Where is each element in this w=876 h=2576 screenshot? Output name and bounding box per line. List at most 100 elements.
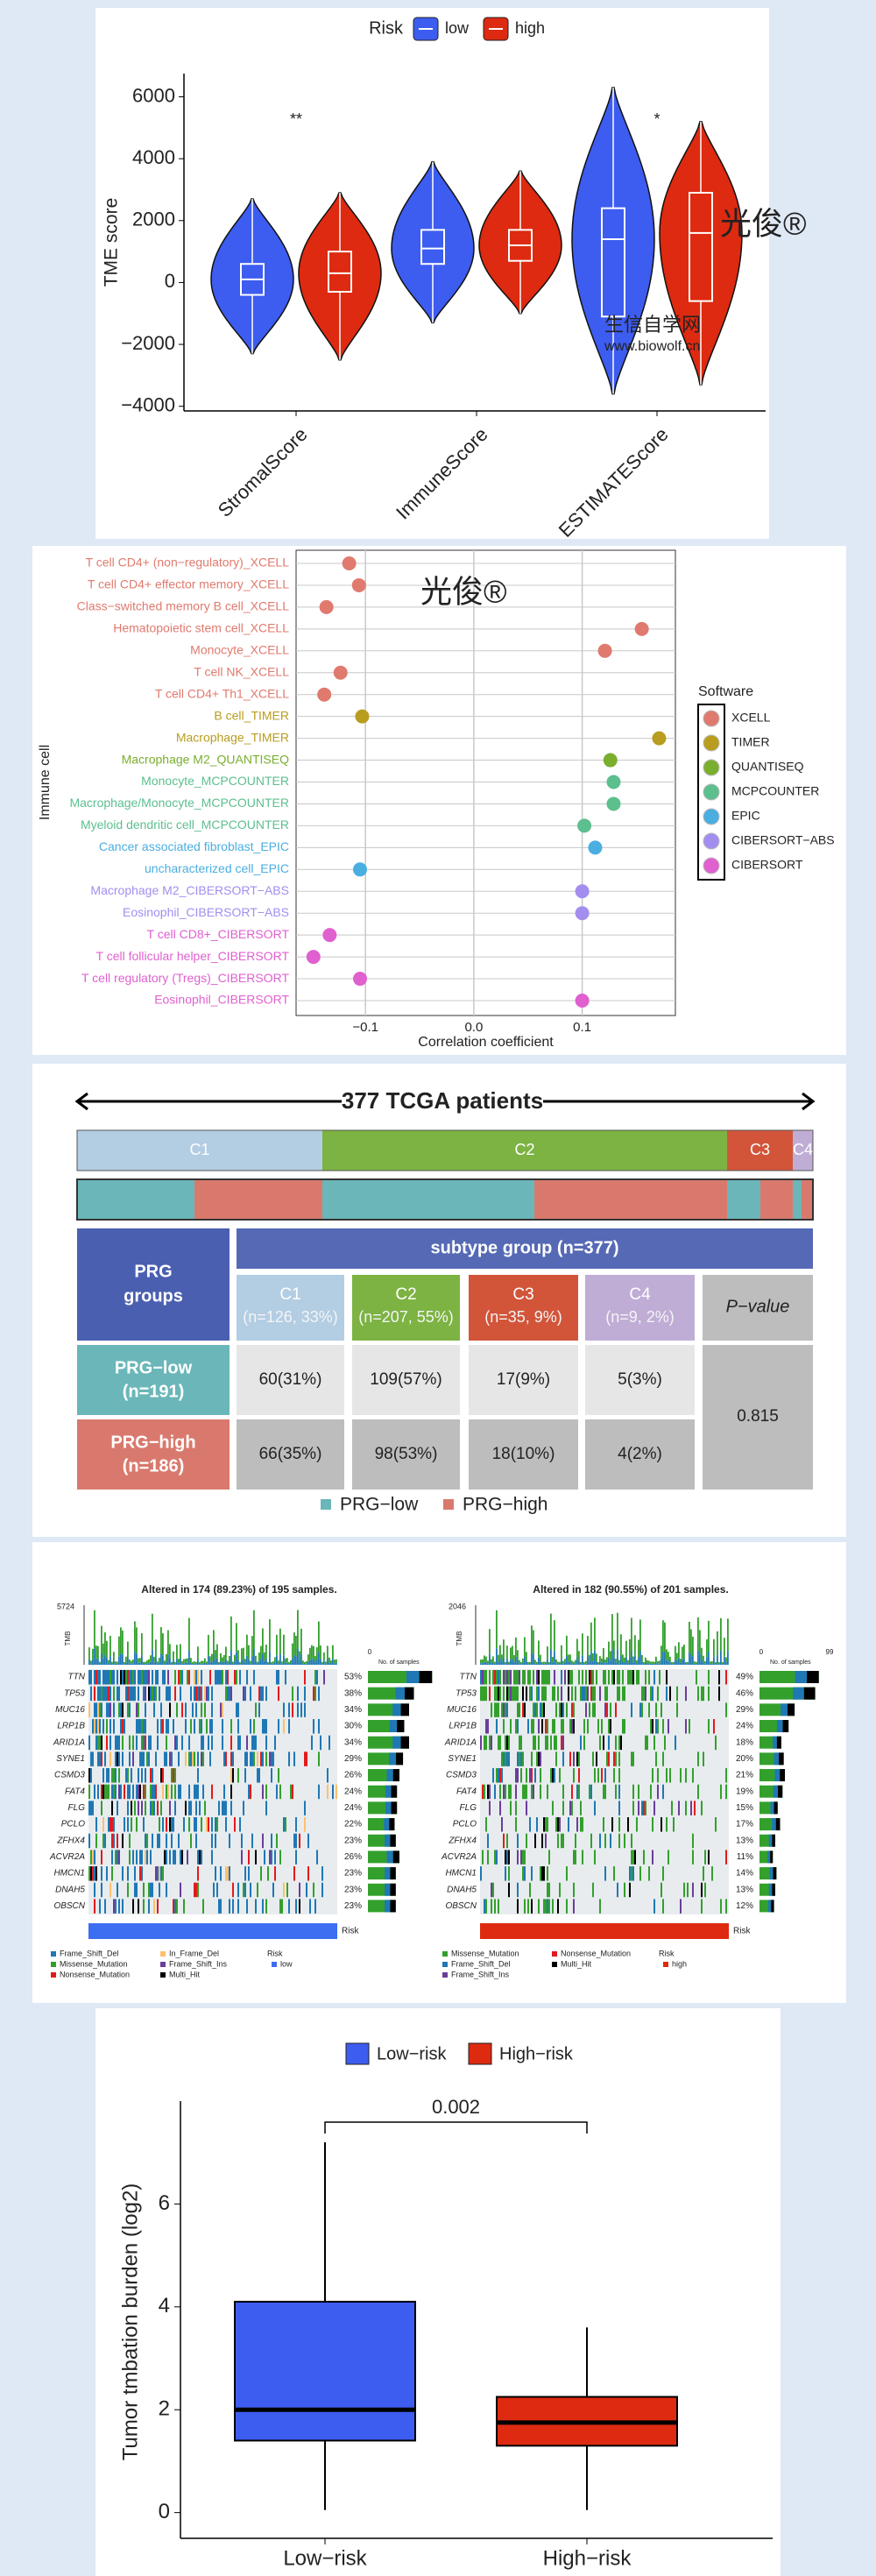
tmb-bar [561, 1659, 562, 1665]
mutation [220, 1670, 222, 1685]
gene-bar [385, 1834, 391, 1847]
mutation [501, 1752, 503, 1766]
mutation [485, 1735, 487, 1751]
mutation [538, 1735, 540, 1751]
tmb-bar [159, 1658, 160, 1663]
mutation [680, 1899, 682, 1914]
tmb-bar [527, 1664, 529, 1665]
legend-label: Frame_Shift_Del [451, 1959, 511, 1968]
legend-label: Low−risk [377, 2044, 447, 2063]
tmb-bar [195, 1661, 197, 1665]
mutation [615, 1784, 617, 1800]
mutation [618, 1768, 620, 1783]
mutation [117, 1850, 118, 1865]
mutation [94, 1686, 95, 1702]
mutation [517, 1702, 519, 1717]
mutation [610, 1702, 611, 1717]
tmb-bar [318, 1652, 320, 1665]
tmb-bar [582, 1655, 583, 1665]
legend-label: Multi_Hit [561, 1959, 592, 1968]
mutation [562, 1833, 564, 1849]
mutation [603, 1784, 604, 1800]
tmb-bar [599, 1656, 601, 1663]
box [234, 2300, 416, 2442]
mutation [480, 1866, 482, 1881]
tmb-bar [164, 1663, 166, 1665]
mutation [206, 1817, 208, 1832]
mutation [608, 1719, 610, 1734]
mutation [622, 1686, 624, 1702]
mutation [496, 1686, 498, 1702]
legend-label: CIBERSORT−ABS [731, 833, 835, 847]
mutation [188, 1784, 190, 1800]
tmb-bar [673, 1664, 675, 1665]
mutation [152, 1784, 153, 1800]
mutation [538, 1686, 540, 1702]
percent: 24% [344, 1803, 362, 1813]
header: groups [124, 1286, 183, 1306]
dot [575, 884, 590, 899]
mutation [292, 1702, 293, 1717]
mutation [508, 1670, 510, 1685]
mutation [566, 1702, 568, 1717]
tmb-bar [634, 1635, 636, 1656]
mutation [244, 1866, 246, 1881]
mutation [480, 1670, 482, 1685]
tmb-bar [711, 1663, 713, 1665]
tmb-bar [250, 1663, 251, 1665]
mutation [645, 1735, 646, 1751]
mutation [173, 1899, 174, 1914]
mutation [629, 1882, 631, 1898]
tmb-bar [230, 1650, 232, 1665]
percent: 12% [736, 1901, 753, 1911]
mutation [645, 1670, 646, 1685]
mutation [97, 1670, 99, 1685]
mutation [118, 1702, 120, 1717]
mutation [580, 1735, 582, 1751]
mutation [304, 1752, 306, 1766]
mutation [596, 1752, 597, 1766]
tmb-bar [559, 1664, 561, 1665]
mutation [145, 1735, 146, 1751]
mutation [188, 1752, 190, 1766]
cluster-label: C2 [514, 1141, 534, 1158]
tmb-bar [636, 1663, 638, 1665]
mutation [148, 1686, 150, 1702]
gene: ACVR2A [49, 1852, 85, 1862]
y-tick-label: Macrophage M2_QUANTISEQ [122, 752, 290, 766]
mutation [313, 1882, 314, 1898]
tmb-bar [652, 1661, 653, 1664]
mutation [652, 1850, 653, 1865]
sample-tick: 0 [759, 1648, 764, 1656]
tmb-bar [222, 1657, 223, 1663]
mutation [494, 1784, 496, 1800]
mutation [545, 1686, 547, 1702]
mutation [522, 1752, 524, 1766]
mutation [118, 1899, 120, 1914]
mutation [88, 1702, 90, 1717]
tmb-bar [120, 1653, 122, 1665]
mutation [99, 1719, 101, 1734]
tmb-bar [720, 1651, 722, 1665]
tmb-bar [318, 1621, 320, 1652]
mutation [225, 1752, 227, 1766]
mutation [145, 1670, 146, 1685]
tmb-bar [536, 1664, 538, 1665]
mutation [267, 1866, 269, 1881]
mutation [505, 1784, 506, 1800]
mutation [624, 1719, 625, 1734]
mutation [111, 1817, 113, 1832]
mutation [269, 1850, 271, 1865]
tmb-bar [325, 1663, 327, 1665]
legend-label: Missense_Mutation [451, 1949, 519, 1957]
legend-key [468, 2042, 492, 2065]
mutation [661, 1702, 662, 1717]
mutation [533, 1670, 534, 1685]
tmb-bar [643, 1664, 645, 1665]
tmb-bar [236, 1623, 237, 1652]
mutation [134, 1882, 136, 1898]
mutation [554, 1719, 555, 1734]
mutation [715, 1817, 717, 1832]
tmb-bar [639, 1651, 641, 1665]
mutation [174, 1735, 176, 1751]
